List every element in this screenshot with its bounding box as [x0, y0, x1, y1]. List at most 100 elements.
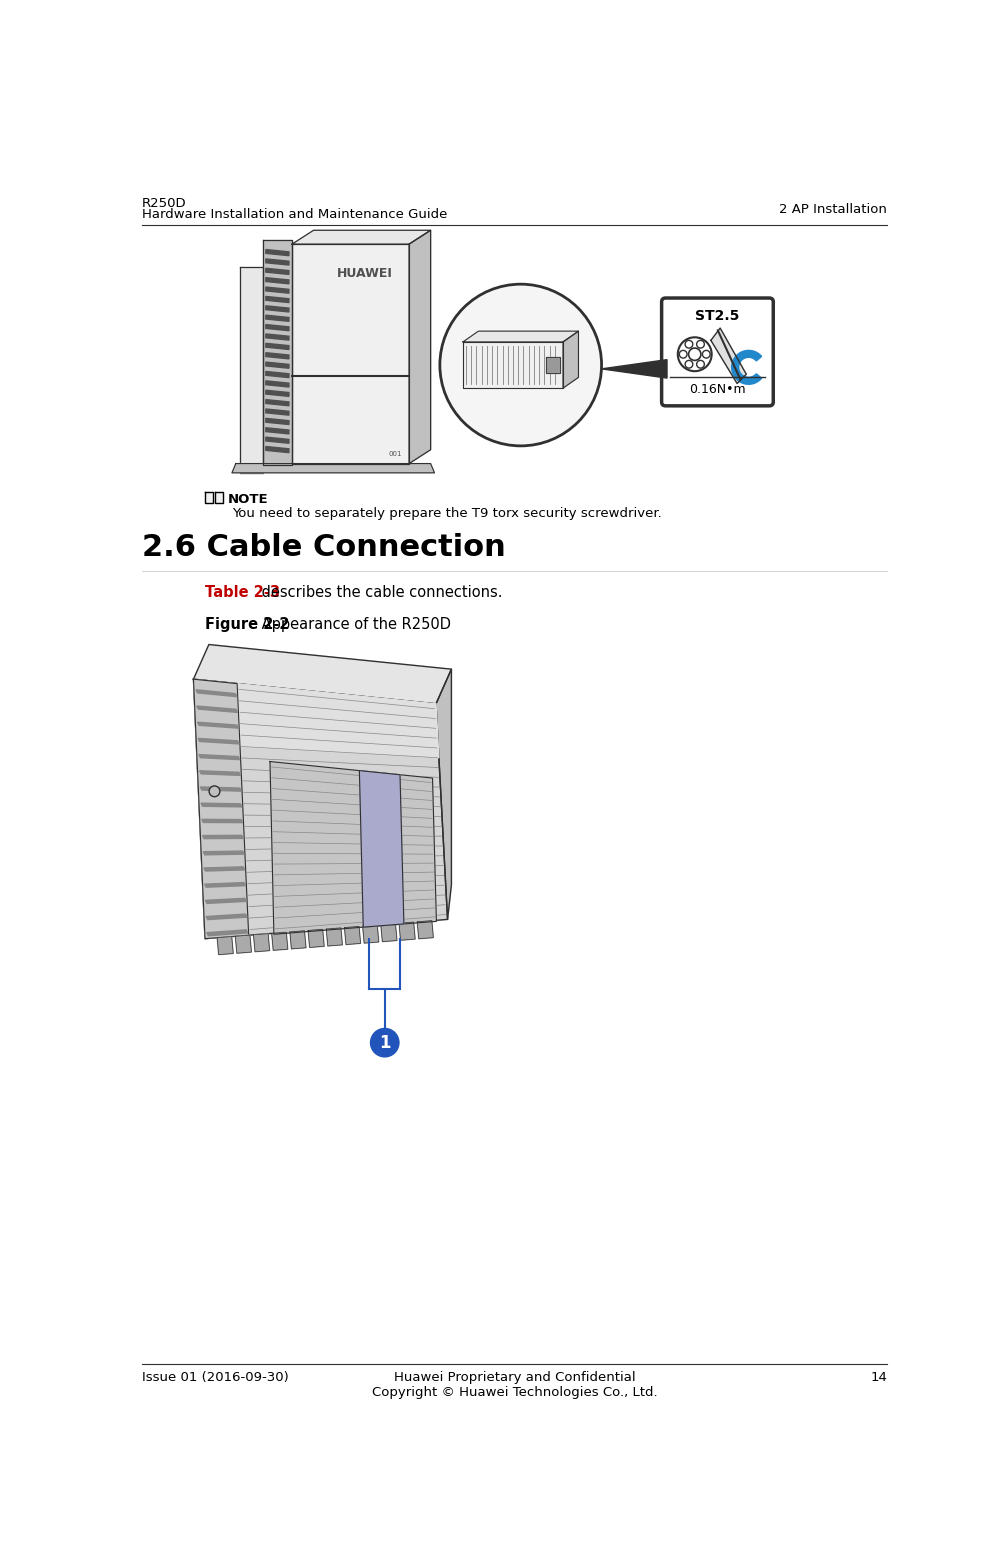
Polygon shape: [266, 296, 289, 302]
Text: Huawei Proprietary and Confidential
Copyright © Huawei Technologies Co., Ltd.: Huawei Proprietary and Confidential Copy…: [371, 1372, 657, 1400]
Polygon shape: [237, 684, 438, 758]
Circle shape: [209, 786, 220, 797]
Text: Table 2-3: Table 2-3: [205, 586, 280, 600]
Text: HUAWEI: HUAWEI: [336, 266, 392, 280]
Polygon shape: [204, 868, 245, 871]
Polygon shape: [194, 645, 451, 703]
Polygon shape: [201, 788, 241, 791]
Polygon shape: [235, 935, 251, 954]
Polygon shape: [266, 409, 289, 415]
Polygon shape: [292, 244, 408, 464]
FancyBboxPatch shape: [661, 298, 772, 406]
Polygon shape: [194, 680, 249, 938]
Polygon shape: [462, 330, 578, 341]
Polygon shape: [270, 761, 436, 935]
Polygon shape: [435, 669, 451, 919]
Polygon shape: [266, 399, 289, 406]
Circle shape: [688, 348, 700, 360]
Polygon shape: [194, 680, 447, 938]
Polygon shape: [272, 932, 288, 951]
Circle shape: [679, 351, 686, 359]
Text: NOTE: NOTE: [228, 493, 269, 506]
Polygon shape: [266, 352, 289, 359]
Text: R250D: R250D: [141, 197, 187, 210]
Text: 1: 1: [378, 1034, 390, 1052]
Polygon shape: [359, 770, 403, 927]
Polygon shape: [326, 929, 342, 946]
Circle shape: [702, 351, 709, 359]
Polygon shape: [362, 926, 378, 943]
Polygon shape: [266, 249, 289, 255]
Polygon shape: [198, 722, 238, 728]
Text: 0.16N•m: 0.16N•m: [688, 384, 744, 396]
Polygon shape: [240, 268, 263, 473]
Polygon shape: [266, 371, 289, 377]
Text: Appearance of the R250D: Appearance of the R250D: [257, 617, 451, 631]
Polygon shape: [601, 360, 666, 377]
Polygon shape: [266, 381, 289, 387]
Polygon shape: [563, 330, 578, 388]
Polygon shape: [417, 921, 433, 938]
Text: Issue 01 (2016-09-30): Issue 01 (2016-09-30): [141, 1372, 288, 1384]
Circle shape: [439, 283, 601, 446]
Circle shape: [370, 1029, 398, 1057]
Polygon shape: [197, 706, 238, 713]
Text: Hardware Installation and Maintenance Guide: Hardware Installation and Maintenance Gu…: [141, 208, 446, 221]
Circle shape: [684, 360, 692, 368]
Polygon shape: [266, 287, 289, 293]
Polygon shape: [290, 930, 306, 949]
Polygon shape: [462, 341, 563, 388]
Text: 001: 001: [388, 451, 401, 457]
Polygon shape: [205, 883, 246, 888]
Text: describes the cable connections.: describes the cable connections.: [257, 586, 502, 600]
Polygon shape: [266, 446, 289, 453]
Polygon shape: [308, 929, 324, 947]
Polygon shape: [215, 492, 224, 503]
Polygon shape: [203, 835, 243, 839]
Polygon shape: [266, 268, 289, 274]
Polygon shape: [232, 464, 434, 473]
Circle shape: [696, 360, 704, 368]
Polygon shape: [344, 927, 360, 944]
Polygon shape: [266, 258, 289, 265]
Polygon shape: [266, 277, 289, 283]
Polygon shape: [266, 390, 289, 396]
Polygon shape: [206, 915, 247, 919]
Polygon shape: [266, 324, 289, 330]
Polygon shape: [710, 327, 745, 384]
Text: 2 AP Installation: 2 AP Installation: [778, 202, 887, 216]
Polygon shape: [263, 240, 292, 465]
Text: ST2.5: ST2.5: [694, 309, 738, 323]
Polygon shape: [266, 428, 289, 434]
Polygon shape: [205, 492, 214, 503]
Polygon shape: [201, 803, 242, 806]
Polygon shape: [200, 770, 240, 775]
Polygon shape: [199, 755, 240, 760]
Polygon shape: [731, 351, 761, 384]
Text: 2.6 Cable Connection: 2.6 Cable Connection: [141, 532, 506, 562]
Polygon shape: [292, 230, 430, 244]
Polygon shape: [266, 305, 289, 312]
Polygon shape: [203, 850, 244, 855]
Polygon shape: [266, 315, 289, 321]
Polygon shape: [398, 922, 414, 940]
Polygon shape: [380, 924, 396, 941]
Polygon shape: [266, 437, 289, 443]
Polygon shape: [266, 362, 289, 368]
Polygon shape: [202, 819, 243, 822]
Polygon shape: [198, 739, 239, 744]
Polygon shape: [207, 930, 248, 936]
Text: You need to separately prepare the T9 torx security screwdriver.: You need to separately prepare the T9 to…: [232, 507, 661, 520]
Polygon shape: [217, 936, 233, 955]
Circle shape: [677, 337, 711, 371]
Text: Figure 2-2: Figure 2-2: [205, 617, 289, 631]
Text: 14: 14: [870, 1372, 887, 1384]
Polygon shape: [266, 418, 289, 424]
Polygon shape: [266, 334, 289, 340]
Polygon shape: [546, 357, 560, 373]
Circle shape: [696, 340, 704, 348]
Circle shape: [684, 340, 692, 348]
Polygon shape: [254, 933, 270, 952]
Polygon shape: [408, 230, 430, 464]
Polygon shape: [266, 343, 289, 349]
